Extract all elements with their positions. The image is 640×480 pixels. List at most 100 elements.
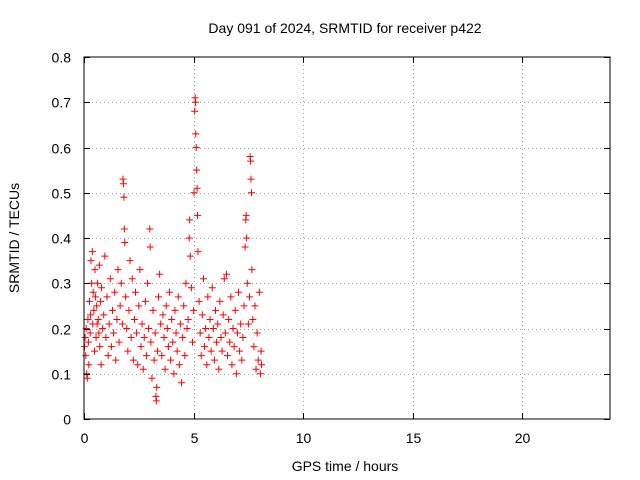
data-point <box>89 288 97 296</box>
x-tick-label: 0 <box>81 430 89 446</box>
data-point <box>213 338 221 346</box>
data-point <box>162 302 170 310</box>
data-point <box>243 279 251 287</box>
data-point <box>172 329 180 337</box>
data-point <box>237 320 245 328</box>
data-point <box>101 252 109 260</box>
data-point <box>231 306 239 314</box>
data-point <box>180 302 188 310</box>
data-point <box>192 130 200 138</box>
data-point <box>197 352 205 360</box>
data-point <box>83 374 91 382</box>
data-point <box>139 365 147 373</box>
data-point <box>91 347 99 355</box>
data-point <box>155 293 163 301</box>
data-point <box>254 356 262 364</box>
data-point <box>87 311 95 319</box>
data-point <box>195 297 203 305</box>
data-point <box>240 302 248 310</box>
y-tick-label: 0 <box>63 412 71 428</box>
data-point <box>256 370 264 378</box>
data-point <box>235 288 243 296</box>
data-point <box>191 107 199 115</box>
grid <box>84 57 610 419</box>
x-tick-label: 15 <box>406 430 422 446</box>
data-point <box>129 356 137 364</box>
x-axis-label: GPS time / hours <box>292 458 399 474</box>
data-point <box>185 234 193 242</box>
data-point <box>158 352 166 360</box>
data-point <box>163 325 171 332</box>
y-tick-label: 0.3 <box>52 276 72 292</box>
data-point <box>167 356 175 364</box>
data-point <box>153 347 161 355</box>
data-point <box>238 356 246 364</box>
data-point <box>193 184 201 192</box>
data-point <box>207 347 215 355</box>
data-point <box>91 266 99 274</box>
data-point <box>181 352 189 360</box>
data-point <box>115 338 123 346</box>
data-point <box>169 338 177 346</box>
data-point <box>198 311 206 319</box>
data-point <box>171 306 179 314</box>
data-point <box>205 334 213 342</box>
data-point <box>188 338 196 346</box>
data-point <box>245 293 253 301</box>
data-point <box>242 211 250 219</box>
x-tick-label: 20 <box>515 430 531 446</box>
data-point <box>84 338 92 346</box>
data-point <box>184 315 192 323</box>
data-point <box>210 356 218 364</box>
data-point <box>176 320 184 328</box>
data-point <box>196 329 204 337</box>
data-point <box>257 347 265 355</box>
data-point <box>86 329 94 337</box>
data-point <box>201 343 209 351</box>
data-point <box>199 275 207 283</box>
data-point <box>221 329 229 337</box>
data-point <box>186 216 194 224</box>
data-point <box>84 315 92 323</box>
data-point <box>170 370 178 378</box>
data-point <box>204 293 212 301</box>
data-point <box>103 293 111 301</box>
data-point <box>241 243 249 251</box>
data-point <box>174 293 182 301</box>
data-point <box>160 334 168 342</box>
data-point <box>127 334 135 342</box>
data-point <box>194 211 202 219</box>
data-point <box>202 325 210 332</box>
data-point <box>110 329 118 337</box>
y-tick-label: 0.1 <box>52 367 72 383</box>
data-point <box>96 343 104 351</box>
data-point <box>153 383 161 391</box>
data-point <box>244 320 252 328</box>
data-point <box>173 347 181 355</box>
data-point <box>175 361 183 369</box>
data-point <box>187 284 195 292</box>
data-point <box>119 180 127 188</box>
data-point <box>214 320 222 328</box>
data-point <box>146 225 154 233</box>
data-point <box>91 293 99 301</box>
data-point <box>145 325 153 332</box>
data-point <box>178 379 186 387</box>
data-point <box>97 361 105 369</box>
data-point <box>159 311 167 319</box>
data-point <box>233 329 241 337</box>
data-point <box>92 334 100 342</box>
data-point <box>134 361 142 369</box>
data-point <box>94 279 102 287</box>
data-point <box>247 157 255 165</box>
y-tick-label: 0.5 <box>52 186 72 202</box>
data-point <box>93 320 101 328</box>
data-point <box>226 338 234 346</box>
data-point <box>117 279 125 287</box>
data-point <box>122 293 130 301</box>
data-point <box>146 243 154 251</box>
data-point <box>93 302 101 310</box>
data-point <box>229 325 237 332</box>
data-point <box>81 334 89 342</box>
data-point <box>251 302 259 310</box>
